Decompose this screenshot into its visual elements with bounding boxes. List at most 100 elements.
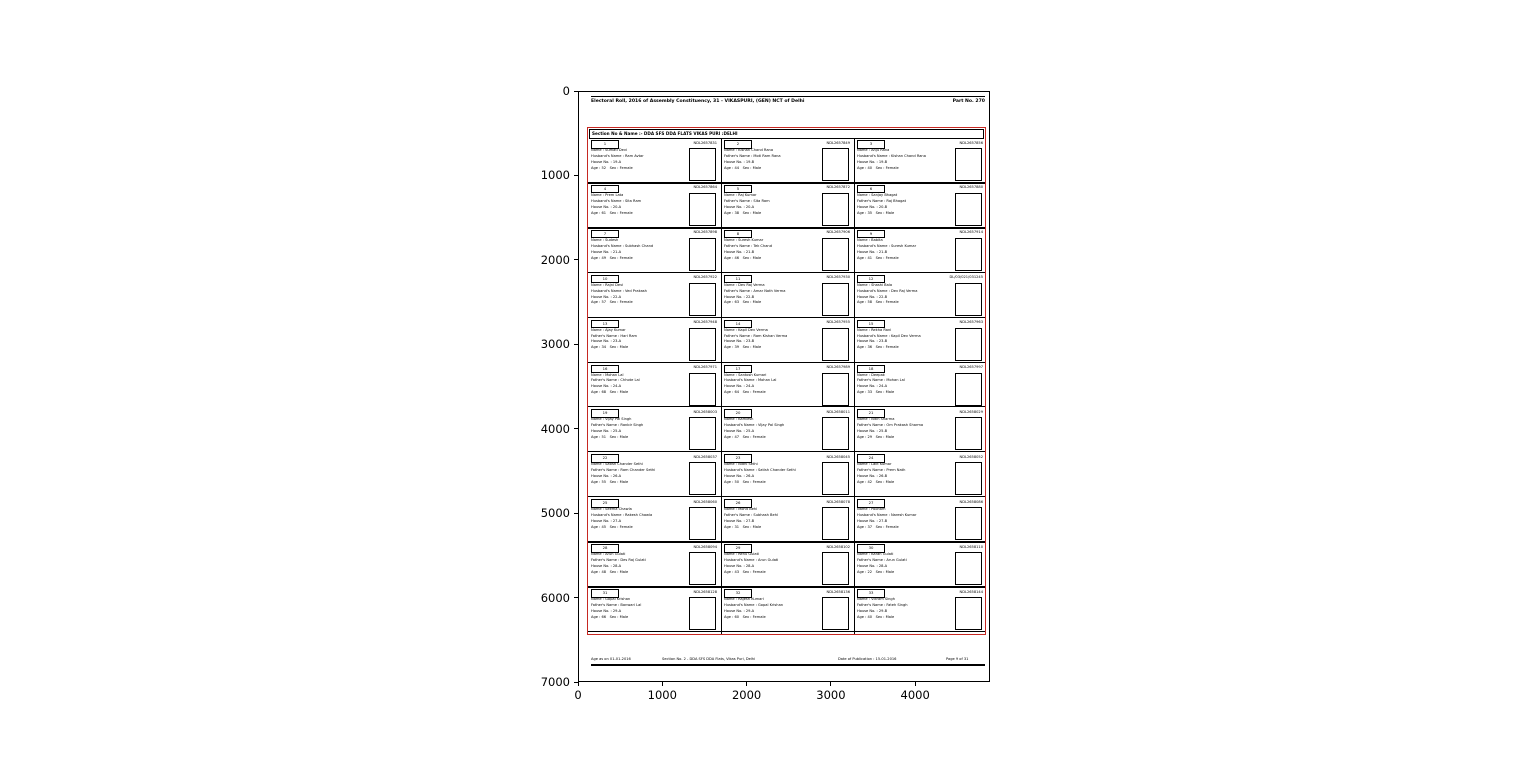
voter-house: House No. : 25-B <box>857 429 888 434</box>
voter-name: Name : Rajesh Kumari <box>724 597 764 601</box>
photo-box <box>822 148 849 181</box>
voter-name: Name : Deepak <box>857 372 885 377</box>
voter-age-sex: Age : 55 Sex : Male <box>591 480 629 485</box>
voter-age-sex: Age : 41 Sex : Female <box>857 255 899 260</box>
voter-details: Name : Satish Chander Sethi Father's Nam… <box>591 462 690 486</box>
serial-number-box: 6 <box>857 184 885 194</box>
voter-relation: Husband's Name : Arun Gulati <box>724 558 779 563</box>
voter-card: 24 NDL2658052 Name : Lalit Kumar Father'… <box>854 452 985 497</box>
voter-relation: Husband's Name : Suresh Kumar <box>857 243 917 248</box>
serial-number-box: 12 <box>857 274 885 284</box>
voter-house: House No. : 23-B <box>857 339 888 344</box>
epic-number: NDL2657880 <box>959 185 983 190</box>
epic-number: NDL2658110 <box>959 544 983 549</box>
voter-name: Name : Mohit Behl <box>724 507 758 512</box>
photo-box <box>955 417 982 451</box>
voter-house: House No. : 24-A <box>591 384 622 389</box>
y-tick-mark <box>574 343 578 345</box>
y-tick-mark <box>574 512 578 514</box>
voter-details: Name : Sanjay Bhagat Father's Name : Raj… <box>857 193 956 217</box>
voter-card: 14 NDL2657955 Name : Kapil Dev Verma Fat… <box>721 318 854 363</box>
voter-name: Name : Renu Gulati <box>724 552 760 557</box>
voter-house: House No. : 21-B <box>857 249 888 254</box>
photo-box <box>689 192 716 226</box>
y-tick-mark <box>574 681 578 683</box>
serial-number-box: 16 <box>591 364 619 373</box>
voter-name: Name : Karan Gulati <box>857 552 894 557</box>
row-separator <box>588 406 985 408</box>
voter-age-sex: Age : 33 Sex : Male <box>857 390 895 395</box>
voter-age-sex: Age : 58 Sex : Female <box>857 300 899 305</box>
row-separator <box>588 271 985 273</box>
voter-house: House No. : 26-B <box>857 474 888 479</box>
row-separator <box>588 541 985 543</box>
photo-box <box>689 282 716 316</box>
photo-box <box>822 462 849 496</box>
voter-relation: Father's Name : Chhote Lal <box>591 378 640 383</box>
serial-number-box: 11 <box>724 274 752 284</box>
voter-age-sex: Age : 43 Sex : Female <box>724 569 766 574</box>
serial-number-box: 2 <box>724 140 752 149</box>
voter-name: Name : Vijay Pal Singh <box>591 417 632 422</box>
voter-age-sex: Age : 45 Sex : Female <box>591 524 633 529</box>
y-tick-mark <box>574 259 578 261</box>
y-tick-label: 4000 <box>540 421 570 436</box>
voter-house: House No. : 26-A <box>591 474 622 479</box>
voter-relation: Father's Name : Om Prakash Sharma <box>857 423 924 428</box>
voter-age-sex: Age : 64 Sex : Female <box>724 390 766 395</box>
voter-house: House No. : 29-A <box>724 608 755 613</box>
voter-details: Name : Gopal Krishan Father's Name : Ban… <box>591 597 690 621</box>
voter-details: Name : Lalit Kumar Father's Name : Prem … <box>857 462 956 486</box>
footer-page-number: Page 9 of 31 <box>946 657 969 661</box>
epic-number: NDL2657898 <box>693 230 717 235</box>
voter-house: House No. : 24-A <box>724 384 755 389</box>
voter-details: Name : Shashi Bala Husband's Name : Dev … <box>857 283 956 307</box>
voter-relation: Father's Name : Raj Bhagat <box>857 198 907 203</box>
serial-number-box: 5 <box>724 184 752 194</box>
voter-card: 4 NDL2657864 Name : Prem Lata Husband's … <box>588 183 721 228</box>
voter-house: House No. : 22-A <box>591 294 622 299</box>
voter-age-sex: Age : 68 Sex : Male <box>591 390 629 395</box>
voter-card: 20 NDL2658011 Name : Kamlesh Husband's N… <box>721 407 854 452</box>
epic-number: NDL2658037 <box>693 454 717 459</box>
serial-number-box: 14 <box>724 319 752 329</box>
epic-number: NDL2657906 <box>826 230 850 235</box>
voter-card: 12 DL/03/021/031245 Name : Shashi Bala H… <box>854 273 985 318</box>
voter-card: 19 NDL2658003 Name : Vijay Pal Singh Fat… <box>588 407 721 452</box>
voter-relation: Husband's Name : Subhash Chand <box>591 243 654 248</box>
epic-number: NDL2658128 <box>693 589 717 594</box>
voter-details: Name : Deepak Father's Name : Mohan Lal … <box>857 373 956 397</box>
voter-house: House No. : 28-A <box>857 563 888 568</box>
voter-house: House No. : 23-A <box>591 339 622 344</box>
voter-details: Name : Renu Gulati Husband's Name : Arun… <box>724 552 823 576</box>
voter-details: Name : Santosh Kumari Husband's Name : M… <box>724 373 823 397</box>
voter-age-sex: Age : 22 Sex : Male <box>857 569 895 574</box>
photo-box <box>955 372 982 406</box>
voter-house: House No. : 19-A <box>591 159 622 164</box>
footer-age-note: Age as on 01-01-2016 <box>591 657 631 661</box>
voter-card: 32 NDL2658136 Name : Rajesh Kumari Husba… <box>721 587 854 632</box>
row-separator <box>588 181 985 184</box>
epic-number: NDL2658102 <box>826 544 850 549</box>
epic-number: NDL2657948 <box>693 320 717 325</box>
row-separator <box>588 451 985 453</box>
voter-name: Name : Poonam <box>857 507 886 512</box>
voter-card: 2 NDL2657849 Name : Kishan Chand Rana Fa… <box>721 138 854 183</box>
voter-name: Name : Lalit Kumar <box>857 462 892 467</box>
row-separator <box>588 316 985 318</box>
serial-number-box: 27 <box>857 499 885 508</box>
voter-card: 13 NDL2657948 Name : Ajay Kumar Father's… <box>588 318 721 363</box>
voter-name: Name : Vikram Singh <box>857 597 895 601</box>
voter-relation: Father's Name : Moti Ram Rana <box>724 153 781 158</box>
voter-card: 7 NDL2657898 Name : Sudesh Husband's Nam… <box>588 228 721 273</box>
voter-name: Name : Raj Kumar <box>724 192 757 197</box>
voter-details: Name : Rajesh Kumari Husband's Name : Go… <box>724 597 823 621</box>
voter-relation: Husband's Name : Dev Raj Verma <box>857 288 918 293</box>
voter-relation: Father's Name : Arun Gulati <box>857 558 907 563</box>
y-tick-label: 3000 <box>540 337 570 352</box>
voter-name: Name : Mohan Lal <box>591 372 624 377</box>
serial-number-box: 3 <box>857 140 885 149</box>
photo-box <box>689 507 716 541</box>
photo-box <box>689 237 716 271</box>
epic-number: NDL2657997 <box>959 365 983 369</box>
